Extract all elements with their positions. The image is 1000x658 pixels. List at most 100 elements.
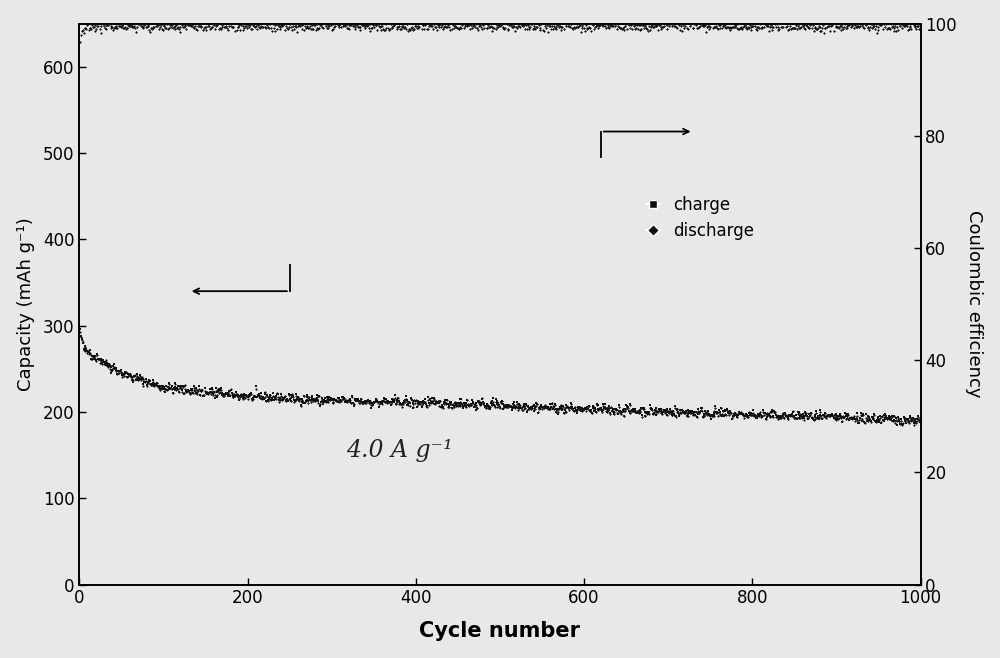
Point — [598, 23, 614, 34]
Point — [582, 22, 598, 33]
Point — [405, 401, 421, 412]
Point — [335, 392, 351, 402]
Point — [548, 24, 564, 34]
Point — [539, 20, 555, 30]
Point — [241, 22, 257, 32]
Point — [698, 408, 714, 418]
Point — [632, 19, 648, 30]
Point — [466, 20, 482, 30]
Point — [898, 417, 914, 428]
Point — [431, 20, 447, 30]
Point — [590, 399, 606, 410]
Point — [297, 20, 313, 31]
Point — [566, 22, 582, 32]
Point — [503, 401, 519, 412]
Point — [260, 395, 276, 405]
Point — [778, 411, 794, 422]
Point — [870, 25, 886, 36]
Point — [381, 25, 397, 36]
Point — [595, 399, 611, 409]
Point — [473, 397, 489, 408]
Point — [373, 397, 389, 408]
Point — [637, 20, 653, 31]
Point — [720, 22, 736, 32]
Point — [798, 407, 814, 418]
Point — [607, 21, 623, 32]
Point — [241, 17, 257, 28]
Point — [156, 20, 172, 31]
Point — [488, 24, 504, 35]
Point — [288, 388, 304, 399]
Point — [148, 20, 164, 31]
Point — [234, 16, 250, 27]
Point — [849, 21, 865, 32]
Point — [116, 369, 132, 380]
Point — [685, 407, 701, 417]
Point — [801, 409, 817, 420]
Point — [721, 23, 737, 34]
Point — [507, 401, 523, 412]
Point — [544, 398, 560, 409]
Point — [342, 393, 358, 404]
Point — [241, 390, 257, 401]
Point — [315, 395, 331, 406]
Point — [720, 407, 736, 417]
Point — [375, 395, 391, 406]
Point — [870, 412, 886, 422]
Point — [622, 400, 638, 411]
Point — [647, 20, 663, 30]
Point — [93, 356, 109, 367]
Point — [712, 408, 728, 418]
Point — [402, 24, 418, 35]
Point — [687, 410, 703, 420]
Point — [276, 16, 292, 27]
Point — [657, 18, 673, 28]
Point — [854, 19, 870, 30]
Point — [463, 399, 479, 410]
Point — [343, 20, 359, 31]
Point — [356, 397, 372, 407]
Point — [363, 399, 379, 410]
Point — [223, 384, 239, 395]
Point — [180, 20, 196, 30]
Point — [431, 21, 447, 32]
Point — [867, 416, 883, 426]
Point — [846, 23, 862, 34]
Point — [796, 411, 812, 421]
Point — [141, 24, 157, 35]
Point — [373, 397, 389, 408]
Point — [320, 23, 336, 34]
Point — [911, 414, 927, 424]
Point — [183, 385, 199, 395]
Point — [716, 411, 732, 421]
Point — [705, 411, 721, 421]
Point — [378, 18, 394, 29]
Point — [140, 21, 156, 32]
Point — [549, 20, 565, 30]
Point — [600, 20, 616, 30]
Point — [823, 410, 839, 420]
Point — [626, 21, 642, 32]
Point — [447, 398, 463, 409]
Point — [761, 409, 777, 419]
Point — [125, 376, 141, 387]
Point — [621, 405, 637, 416]
Point — [336, 20, 352, 31]
Point — [245, 393, 261, 403]
Point — [395, 399, 411, 409]
Point — [769, 411, 785, 422]
Point — [518, 399, 534, 410]
Point — [211, 384, 227, 394]
Point — [298, 395, 314, 406]
Point — [668, 22, 684, 32]
Point — [554, 21, 570, 32]
Point — [111, 367, 127, 378]
Point — [619, 23, 635, 34]
Point — [621, 406, 637, 417]
Point — [471, 395, 487, 406]
Point — [177, 20, 193, 30]
Point — [556, 24, 572, 34]
Point — [686, 407, 702, 418]
Point — [851, 415, 867, 425]
Point — [511, 20, 527, 31]
